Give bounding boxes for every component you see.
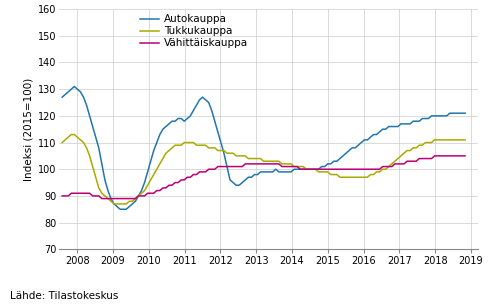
Tukkukauppa bbox=[453, 138, 459, 142]
Vähittäiskauppa bbox=[99, 197, 105, 200]
Autokauppa bbox=[90, 125, 96, 128]
Line: Autokauppa: Autokauppa bbox=[62, 87, 465, 209]
Line: Vähittäiskauppa: Vähittäiskauppa bbox=[62, 156, 465, 199]
Line: Tukkukauppa: Tukkukauppa bbox=[62, 135, 465, 204]
Autokauppa bbox=[343, 151, 349, 155]
Tukkukauppa bbox=[444, 138, 450, 142]
Tukkukauppa bbox=[462, 138, 468, 142]
Tukkukauppa bbox=[331, 173, 337, 176]
Autokauppa bbox=[331, 159, 337, 163]
Legend: Autokauppa, Tukkukauppa, Vähittäiskauppa: Autokauppa, Tukkukauppa, Vähittäiskauppa bbox=[140, 14, 248, 49]
Autokauppa bbox=[117, 207, 123, 211]
Vähittäiskauppa bbox=[453, 154, 459, 158]
Y-axis label: Indeksi (2015=100): Indeksi (2015=100) bbox=[24, 78, 34, 181]
Vähittäiskauppa bbox=[59, 194, 65, 198]
Vähittäiskauppa bbox=[340, 168, 346, 171]
Tukkukauppa bbox=[90, 165, 96, 168]
Vähittäiskauppa bbox=[431, 154, 437, 158]
Autokauppa bbox=[59, 95, 65, 99]
Vähittäiskauppa bbox=[87, 192, 93, 195]
Autokauppa bbox=[453, 111, 459, 115]
Vähittäiskauppa bbox=[328, 168, 334, 171]
Tukkukauppa bbox=[111, 202, 117, 206]
Tukkukauppa bbox=[343, 175, 349, 179]
Tukkukauppa bbox=[69, 133, 74, 136]
Autokauppa bbox=[318, 165, 324, 168]
Vähittäiskauppa bbox=[444, 154, 450, 158]
Text: Lähde: Tilastokeskus: Lähde: Tilastokeskus bbox=[10, 291, 118, 301]
Autokauppa bbox=[71, 85, 77, 88]
Tukkukauppa bbox=[318, 170, 324, 174]
Autokauppa bbox=[462, 111, 468, 115]
Vähittäiskauppa bbox=[316, 168, 321, 171]
Autokauppa bbox=[444, 114, 450, 118]
Vähittäiskauppa bbox=[462, 154, 468, 158]
Tukkukauppa bbox=[59, 141, 65, 144]
